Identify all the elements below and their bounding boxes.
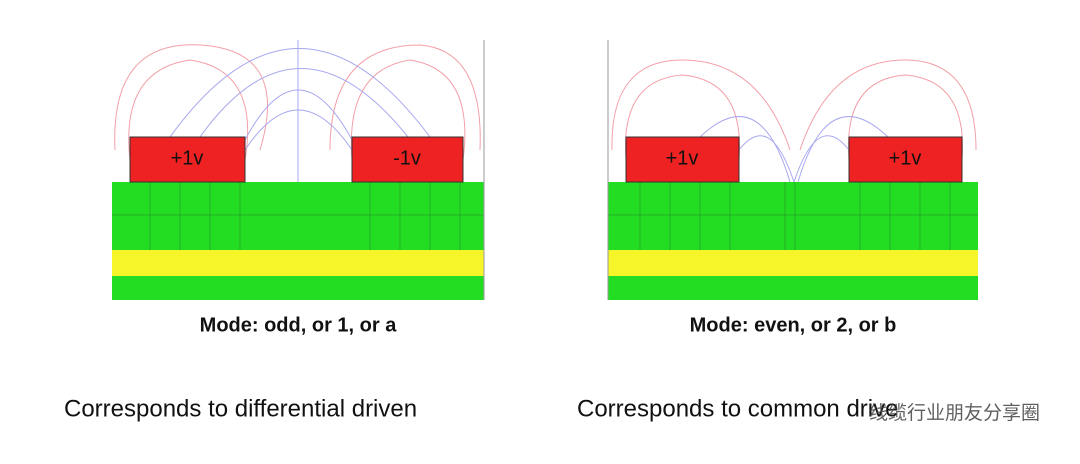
trace	[129, 136, 246, 183]
watermark: 线缆行业朋友分享圈	[869, 402, 1040, 424]
description: Corresponds to differential driven	[64, 395, 417, 422]
trace-label: +1v	[171, 147, 204, 169]
reference-plane	[112, 250, 484, 276]
trace-label: +1v	[889, 147, 922, 169]
trace	[848, 136, 963, 183]
even-mode-panel: +1v +1v Mode: even, or 2, or b Correspon…	[577, 40, 978, 422]
dielectric	[608, 182, 978, 250]
dielectric	[112, 182, 484, 250]
field-lines	[114, 40, 481, 182]
trace	[351, 136, 464, 183]
mode-caption: Mode: even, or 2, or b	[690, 314, 897, 336]
dielectric-lines	[112, 182, 484, 250]
dielectric-lower	[112, 276, 484, 300]
trace-label: -1v	[393, 147, 421, 169]
dielectric-lower	[608, 276, 978, 300]
trace	[625, 136, 740, 183]
mode-caption: Mode: odd, or 1, or a	[200, 314, 398, 336]
reference-plane	[608, 250, 978, 276]
description: Corresponds to common drive	[577, 395, 898, 422]
trace-label: +1v	[666, 147, 699, 169]
field-lines	[611, 59, 977, 183]
odd-mode-panel: +1v -1v Mode: odd, or 1, or a Correspond…	[64, 40, 485, 422]
dielectric-lines	[608, 182, 978, 250]
